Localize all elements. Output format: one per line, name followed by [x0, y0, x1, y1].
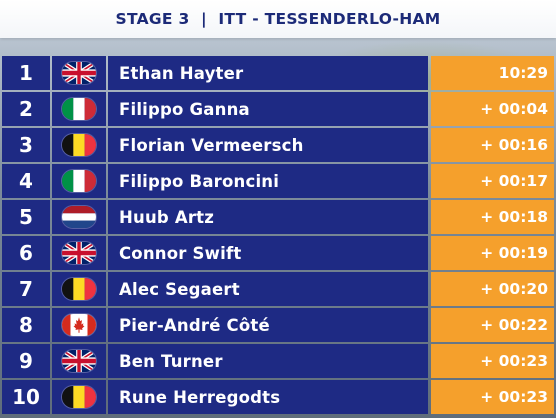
time-cell: + 00:23 [431, 380, 554, 414]
it-flag-icon [62, 170, 96, 192]
table-row: 10 Rune Herregodts + 00:23 [0, 380, 556, 414]
rank-number: 4 [2, 164, 50, 198]
flag-cell [52, 128, 106, 162]
time-cell: + 00:18 [431, 200, 554, 234]
flag-cell [52, 380, 106, 414]
rider-time: + 00:19 [480, 244, 548, 262]
be-flag-icon [62, 134, 96, 156]
time-cell: + 00:19 [431, 236, 554, 270]
time-cell: + 00:16 [431, 128, 554, 162]
rank-number: 1 [2, 56, 50, 90]
rank-number: 8 [2, 308, 50, 342]
name-cell: Huub Artz [108, 200, 428, 234]
be-flag-icon [62, 278, 96, 300]
table-row: 1 Ethan Hayter 10:29 [0, 56, 556, 90]
flag-cell [52, 344, 106, 378]
name-cell: Rune Herregodts [108, 380, 428, 414]
rider-name: Pier-André Côté [119, 315, 270, 335]
rider-time: + 00:23 [480, 352, 548, 370]
rider-name: Filippo Ganna [119, 99, 250, 119]
rider-time: + 00:23 [480, 388, 548, 406]
rank-number: 3 [2, 128, 50, 162]
table-row: 9 Ben Turner + 00:23 [0, 344, 556, 378]
rider-time: + 00:04 [480, 100, 548, 118]
table-row: 8 Pier-André Côté + 00:22 [0, 308, 556, 342]
gb-flag-icon [62, 350, 96, 372]
rider-name: Alec Segaert [119, 279, 240, 299]
stage-title: STAGE 3 | ITT - TESSENDERLO-HAM [115, 10, 441, 28]
ca-flag-icon [62, 314, 96, 336]
name-cell: Florian Vermeersch [108, 128, 428, 162]
gb-flag-icon [62, 62, 96, 84]
rank-number: 6 [2, 236, 50, 270]
rider-name: Florian Vermeersch [119, 135, 304, 155]
rider-time: 10:29 [498, 64, 548, 82]
rider-name: Ben Turner [119, 351, 223, 371]
time-cell: 10:29 [431, 56, 554, 90]
flag-cell [52, 308, 106, 342]
name-cell: Alec Segaert [108, 272, 428, 306]
rider-time: + 00:17 [480, 172, 548, 190]
rank-number: 2 [2, 92, 50, 126]
rider-time: + 00:20 [480, 280, 548, 298]
time-cell: + 00:04 [431, 92, 554, 126]
name-cell: Ethan Hayter [108, 56, 428, 90]
nl-flag-icon [62, 206, 96, 228]
rider-name: Connor Swift [119, 243, 242, 263]
name-cell: Connor Swift [108, 236, 428, 270]
rider-name: Ethan Hayter [119, 63, 244, 83]
flag-cell [52, 56, 106, 90]
table-row: 2 Filippo Ganna + 00:04 [0, 92, 556, 126]
table-row: 6 Connor Swift + 00:19 [0, 236, 556, 270]
time-cell: + 00:23 [431, 344, 554, 378]
rank-number: 9 [2, 344, 50, 378]
flag-cell [52, 164, 106, 198]
rank-number: 7 [2, 272, 50, 306]
it-flag-icon [62, 98, 96, 120]
name-cell: Filippo Baroncini [108, 164, 428, 198]
flag-cell [52, 92, 106, 126]
rider-name: Huub Artz [119, 207, 215, 227]
flag-cell [52, 200, 106, 234]
flag-cell [52, 272, 106, 306]
be-flag-icon [62, 386, 96, 408]
table-row: 4 Filippo Baroncini + 00:17 [0, 164, 556, 198]
name-cell: Filippo Ganna [108, 92, 428, 126]
time-cell: + 00:20 [431, 272, 554, 306]
rider-time: + 00:22 [480, 316, 548, 334]
rider-time: + 00:18 [480, 208, 548, 226]
rider-name: Rune Herregodts [119, 387, 281, 407]
rider-time: + 00:16 [480, 136, 548, 154]
rider-name: Filippo Baroncini [119, 171, 280, 191]
time-cell: + 00:17 [431, 164, 554, 198]
rank-number: 10 [2, 380, 50, 414]
table-row: 7 Alec Segaert + 00:20 [0, 272, 556, 306]
rank-number: 5 [2, 200, 50, 234]
name-cell: Pier-André Côté [108, 308, 428, 342]
table-row: 3 Florian Vermeersch + 00:16 [0, 128, 556, 162]
gb-flag-icon [62, 242, 96, 264]
time-cell: + 00:22 [431, 308, 554, 342]
stage-header: STAGE 3 | ITT - TESSENDERLO-HAM [0, 0, 556, 38]
flag-cell [52, 236, 106, 270]
table-row: 5 Huub Artz + 00:18 [0, 200, 556, 234]
name-cell: Ben Turner [108, 344, 428, 378]
